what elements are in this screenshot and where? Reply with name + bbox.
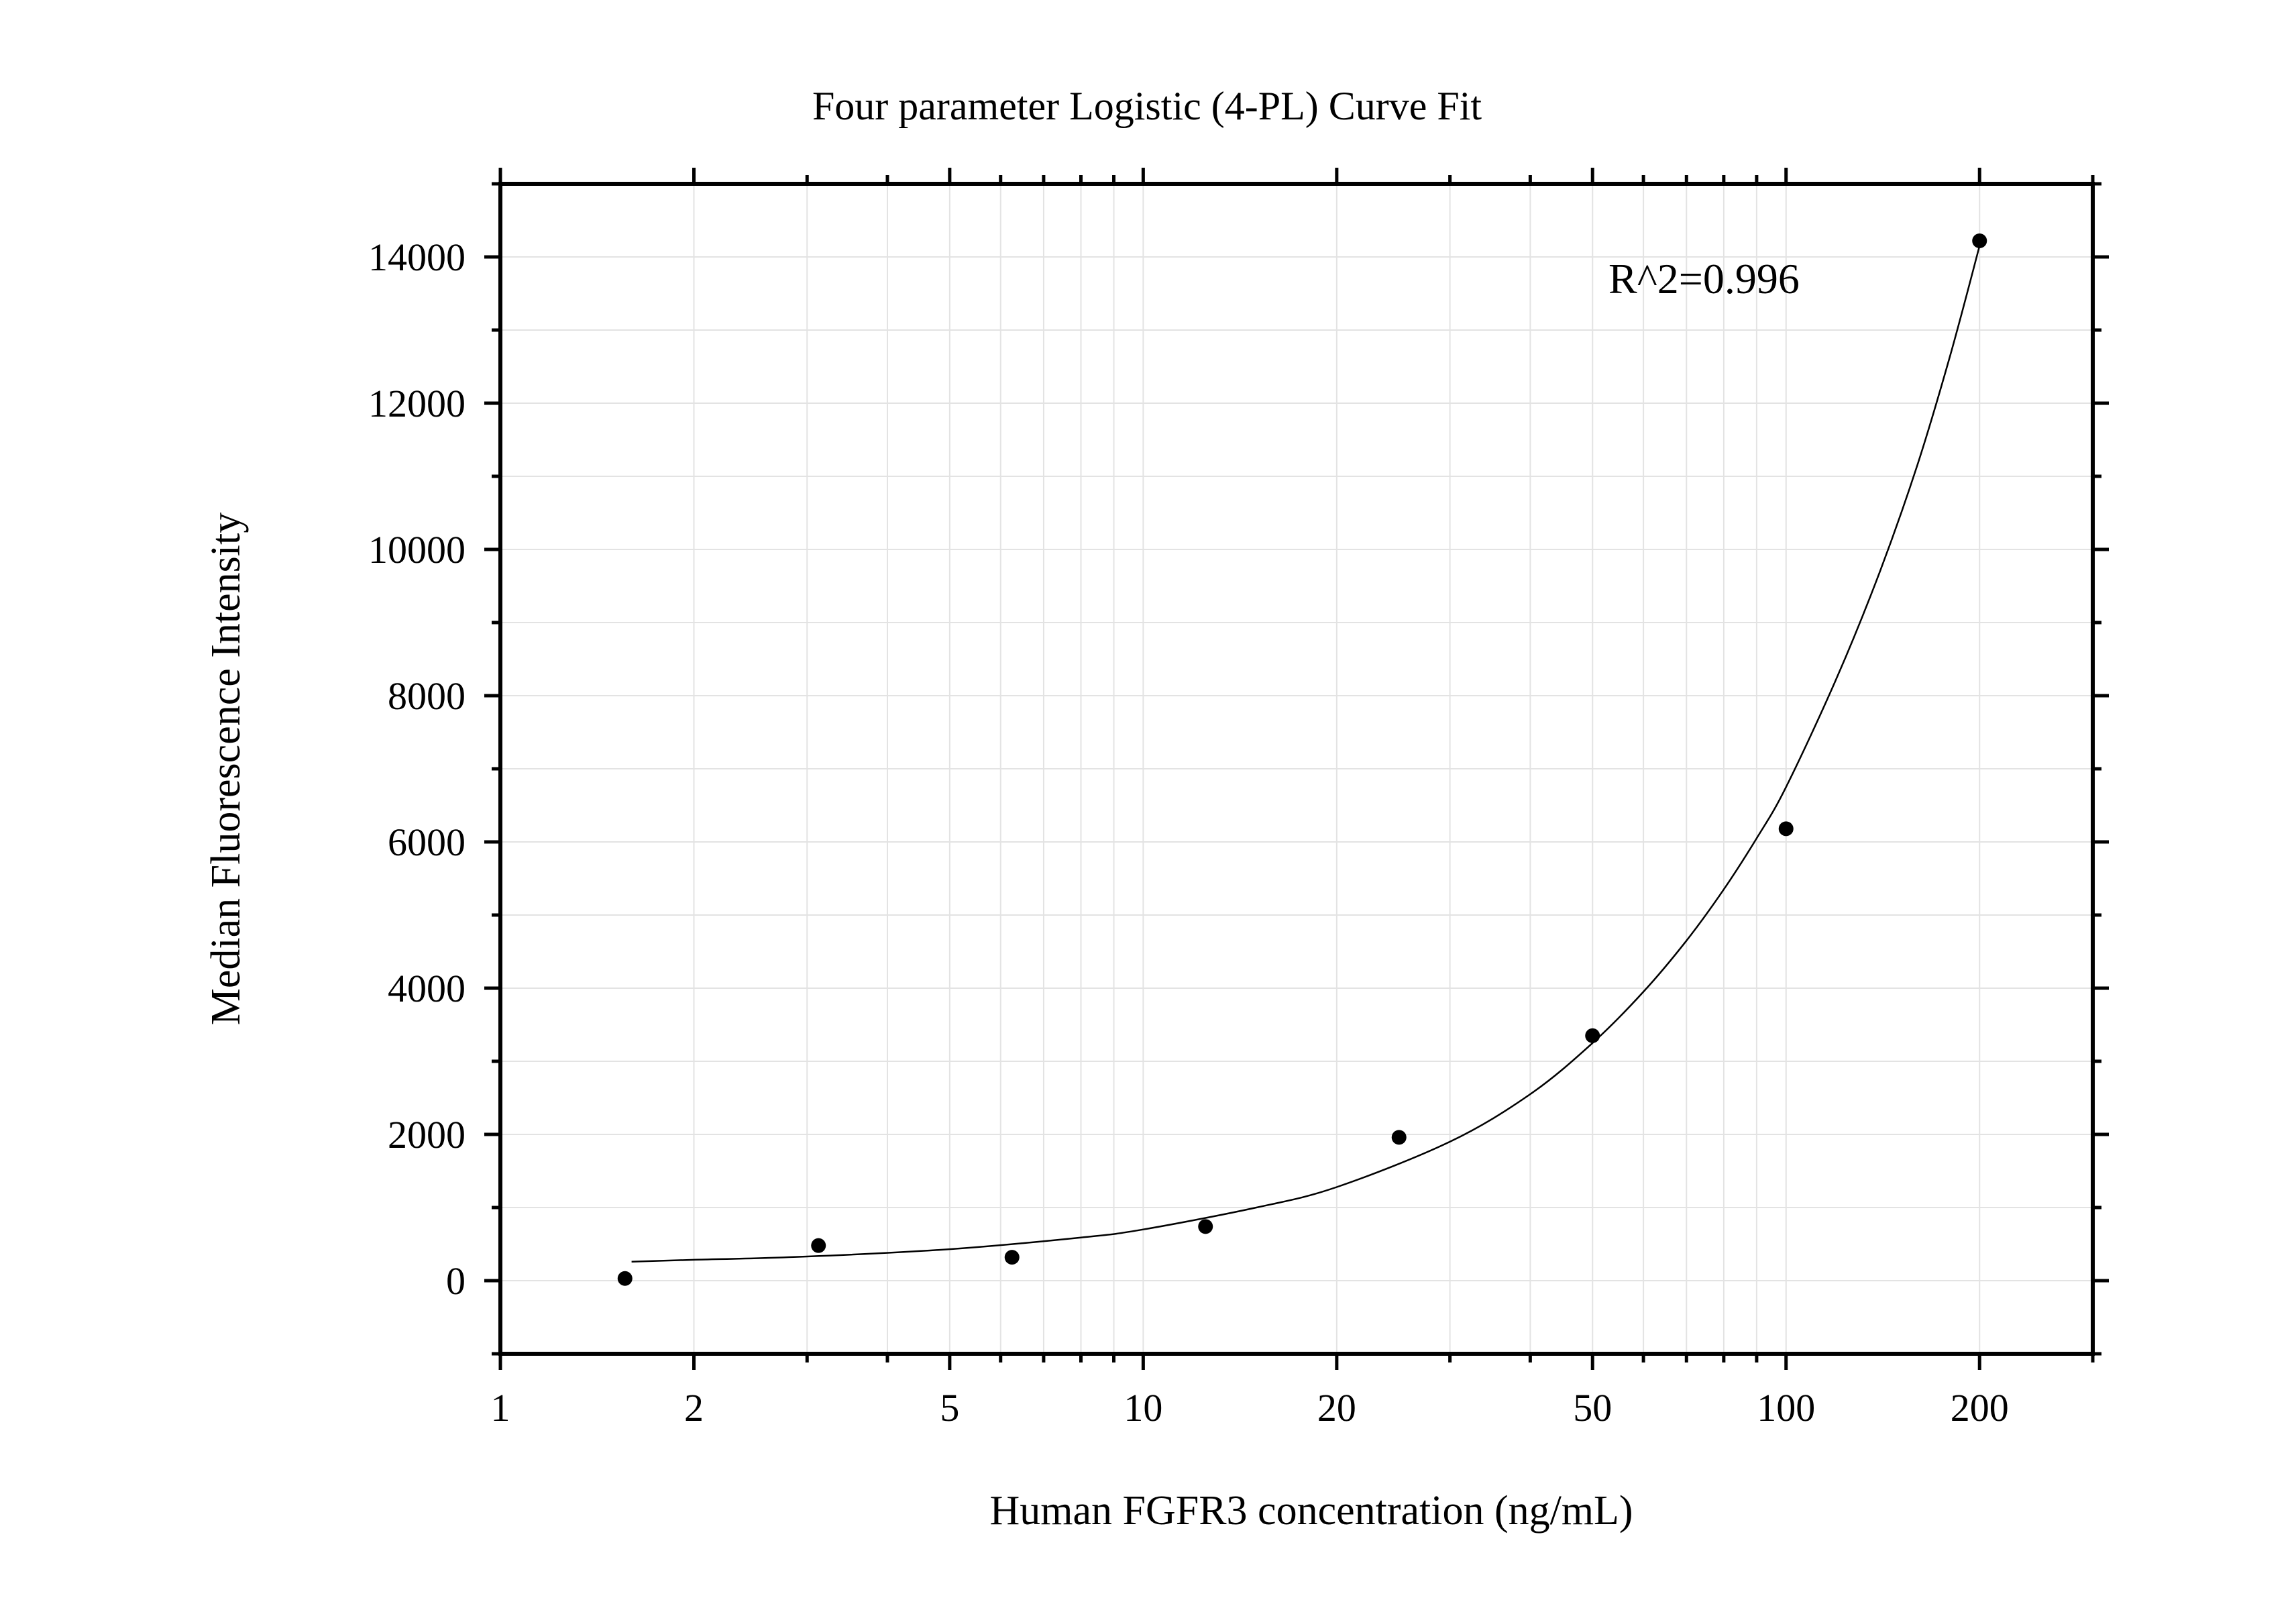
y-tick-labels: 0 2000 4000 6000 8000 10000 12000 14000 xyxy=(368,235,466,1303)
x-axis-label: Human FGFR3 concentration (ng/mL) xyxy=(989,1488,1633,1534)
x-tick-label: 50 xyxy=(1573,1386,1612,1430)
x-tick-labels: 1 2 5 10 20 50 100 200 xyxy=(491,1386,2009,1430)
chart-title: Four parameter Logistic (4-PL) Curve Fit xyxy=(812,84,1482,128)
data-point xyxy=(811,1238,826,1253)
x-tick-label: 1 xyxy=(491,1386,510,1430)
y-tick-label: 8000 xyxy=(388,674,466,718)
x-tick-label: 5 xyxy=(940,1386,959,1430)
data-point xyxy=(1972,233,1987,249)
y-tick-label: 2000 xyxy=(388,1113,466,1157)
x-tick-label: 2 xyxy=(684,1386,704,1430)
y-tick-label: 14000 xyxy=(368,235,466,279)
r-squared-annotation: R^2=0.996 xyxy=(1608,255,1800,303)
y-tick-label: 4000 xyxy=(388,967,466,1010)
x-tick-label: 10 xyxy=(1124,1386,1162,1430)
x-tick-label: 100 xyxy=(1757,1386,1815,1430)
y-tick-label: 0 xyxy=(446,1259,466,1303)
x-tick-label: 200 xyxy=(1951,1386,2009,1430)
data-point xyxy=(1391,1130,1407,1145)
data-point xyxy=(617,1271,633,1286)
y-tick-label: 10000 xyxy=(368,528,466,572)
axis-ticks xyxy=(484,168,2109,1370)
data-point xyxy=(1778,821,1794,837)
grid-lines xyxy=(500,184,2093,1354)
fit-curve-layer xyxy=(631,246,1981,1263)
y-tick-label: 6000 xyxy=(388,820,466,864)
data-points xyxy=(617,233,1987,1286)
y-tick-label: 12000 xyxy=(368,382,466,425)
data-point xyxy=(1004,1250,1020,1265)
y-axis-label: Median Fluorescence Intensity xyxy=(203,513,249,1025)
fit-curve xyxy=(631,246,1981,1263)
data-point xyxy=(1585,1028,1600,1043)
data-point xyxy=(1198,1219,1213,1234)
x-tick-label: 20 xyxy=(1317,1386,1356,1430)
